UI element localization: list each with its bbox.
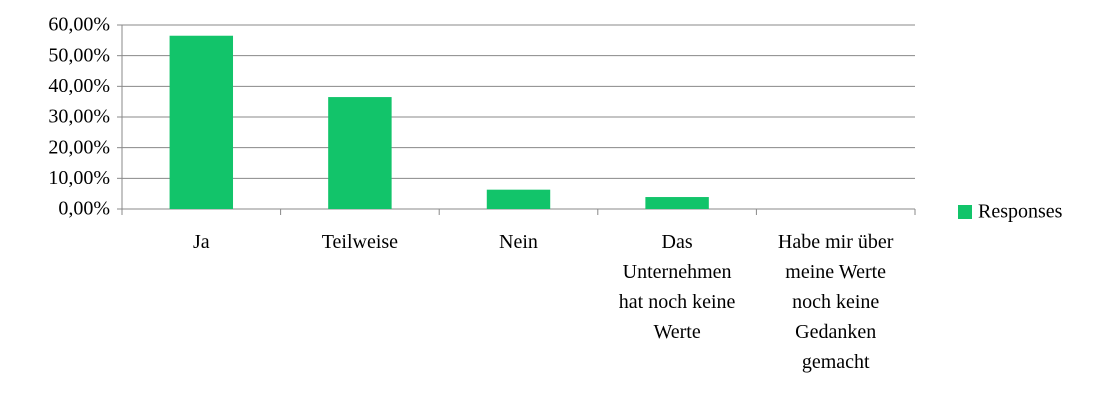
x-tick-label: Ja bbox=[192, 231, 210, 253]
y-tick-label: 40,00% bbox=[48, 75, 110, 97]
x-tick-label: Teilweise bbox=[321, 231, 399, 253]
y-tick-label: 60,00% bbox=[48, 14, 110, 36]
x-tick-label: Nein bbox=[499, 231, 538, 253]
legend-label: Responses bbox=[978, 201, 1063, 223]
y-tick-label: 20,00% bbox=[48, 136, 110, 158]
x-tick-label: Das Unternehmen hat noch keine Werte bbox=[618, 231, 736, 343]
y-tick-label: 30,00% bbox=[48, 106, 110, 128]
bar bbox=[645, 197, 709, 209]
x-tick-label: Habe mir über meine Werte noch keine Ged… bbox=[777, 231, 894, 373]
bar bbox=[328, 97, 392, 209]
y-tick-label: 50,00% bbox=[48, 44, 110, 66]
bar bbox=[486, 189, 551, 209]
y-tick-label: 0,00% bbox=[58, 198, 110, 220]
bar bbox=[169, 35, 234, 209]
legend-swatch bbox=[958, 205, 972, 219]
y-tick-label: 10,00% bbox=[48, 167, 110, 189]
